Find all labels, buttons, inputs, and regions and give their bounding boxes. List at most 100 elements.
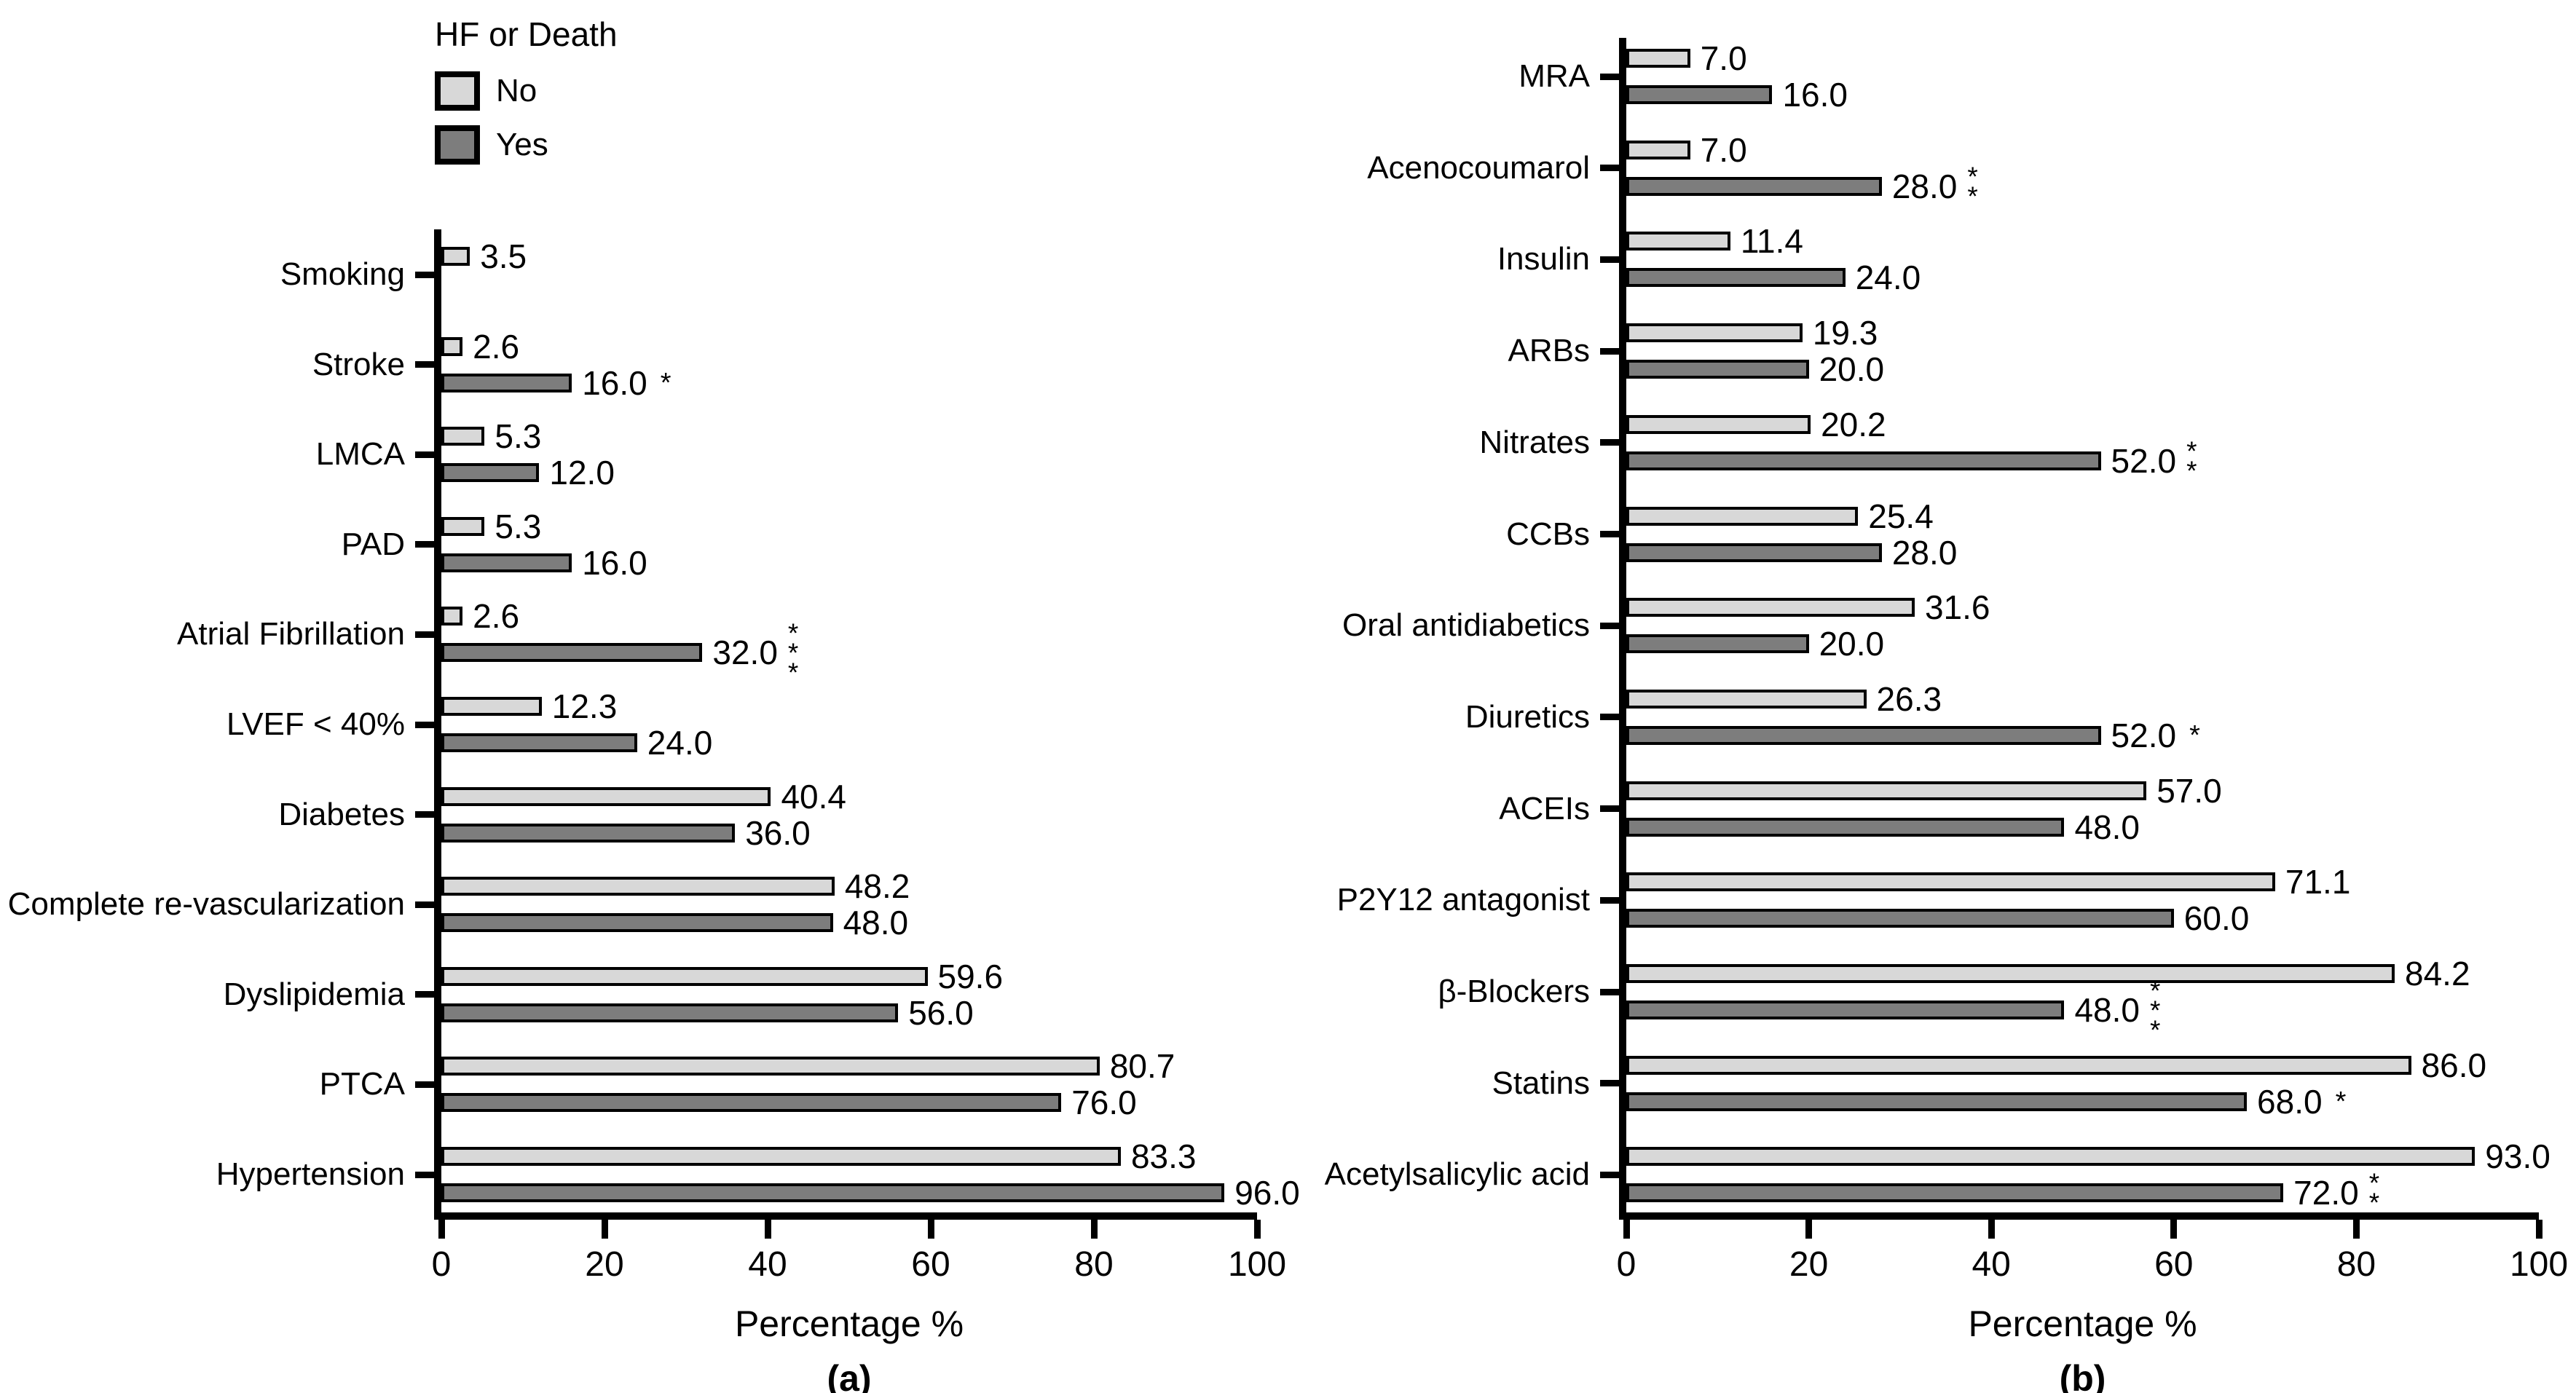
y-axis-tick — [1600, 622, 1619, 629]
x-axis-tick-label: 80 — [2336, 1245, 2376, 1284]
value-label-no: 71.1 — [2285, 863, 2351, 901]
bar-no — [1626, 1147, 2475, 1167]
category-label: Diuretics — [1465, 698, 1590, 735]
y-axis-tick — [415, 721, 434, 728]
bar-no — [1626, 598, 1915, 617]
category-label: Atrial Fibrillation — [177, 616, 405, 652]
bar-no — [1626, 689, 1867, 709]
y-axis-tick — [415, 901, 434, 908]
bar-no — [1626, 872, 2275, 892]
y-axis-tick — [1600, 896, 1619, 904]
y-axis-tick — [415, 631, 434, 638]
bar-no — [441, 786, 771, 806]
value-label-no: 48.2 — [844, 867, 910, 906]
x-axis-tick-label: 80 — [1074, 1245, 1114, 1284]
value-label-no: 31.6 — [1924, 588, 1990, 627]
value-label-yes: 48.0 — [843, 904, 909, 942]
bar-no — [1626, 781, 2147, 800]
legend: HF or Death No Yes — [435, 16, 618, 179]
x-axis-line — [1619, 1212, 2539, 1220]
category-label: Insulin — [1497, 241, 1590, 277]
x-axis-tick-label: 60 — [911, 1245, 950, 1284]
x-axis-tick — [1253, 1220, 1261, 1239]
x-axis-tick-label: 100 — [2509, 1245, 2569, 1284]
bar-yes — [441, 733, 637, 752]
value-label-no: 5.3 — [495, 507, 542, 545]
x-axis-tick — [1988, 1220, 1995, 1239]
category-label: Complete re-vascularization — [7, 886, 405, 923]
value-label-yes: 48.0 * * * — [2074, 975, 2161, 1045]
significance-marker: * * — [2368, 1168, 2380, 1218]
bar-no — [441, 1147, 1121, 1166]
bar-yes — [441, 1183, 1225, 1202]
bar-no — [1626, 323, 1803, 343]
value-label-yes: 16.0 * — [582, 363, 671, 402]
value-label-yes: 52.0 * — [2111, 716, 2200, 754]
value-label-no: 93.0 — [2485, 1137, 2551, 1176]
value-label-no: 2.6 — [473, 597, 520, 636]
category-label: Smoking — [280, 256, 405, 292]
y-axis-line — [1619, 38, 1626, 1212]
category-label: LMCA — [315, 436, 405, 473]
y-axis-tick — [1600, 256, 1619, 263]
y-axis-line — [434, 229, 441, 1212]
value-label-yes: 96.0 — [1234, 1174, 1300, 1212]
y-axis-tick — [415, 1081, 434, 1088]
bar-yes — [1626, 176, 1882, 196]
value-label-yes: 56.0 — [908, 993, 974, 1032]
value-label-no: 57.0 — [2156, 771, 2222, 810]
y-axis-tick — [1600, 165, 1619, 172]
category-label: LVEF < 40% — [227, 706, 405, 742]
panel-letter: (a) — [827, 1358, 872, 1393]
category-label: Diabetes — [278, 796, 405, 832]
significance-marker: * — [660, 367, 671, 398]
category-label: Acenocoumarol — [1367, 149, 1590, 186]
value-label-yes: 36.0 — [745, 813, 811, 852]
bar-yes — [1626, 542, 1882, 562]
bar-no — [441, 516, 485, 536]
significance-marker: * * — [2186, 435, 2197, 486]
significance-marker: * * * — [2149, 975, 2161, 1045]
value-label-no: 59.6 — [937, 957, 1004, 995]
chart-panel-b: 0 20 40 60 80 100 Percentage % (b) MRA 7.0 16.0 Ace… — [1325, 38, 2568, 1393]
value-label-no: 26.3 — [1876, 679, 1942, 718]
value-label-no: 19.3 — [1812, 314, 1878, 352]
category-label: CCBs — [1506, 516, 1590, 552]
value-label-yes: 12.0 — [549, 454, 615, 492]
bar-yes — [441, 553, 572, 572]
category-label: Hypertension — [216, 1156, 405, 1192]
y-axis-tick — [1600, 439, 1619, 446]
value-label-yes: 68.0 * — [2257, 1082, 2347, 1121]
x-axis-tick-label: 40 — [1972, 1245, 2011, 1284]
category-label: Oral antidiabetics — [1342, 607, 1590, 644]
bar-no — [441, 1057, 1100, 1076]
x-axis-line — [434, 1212, 1257, 1220]
value-label-yes: 24.0 — [1855, 259, 1921, 297]
y-axis-tick — [1600, 531, 1619, 537]
value-label-yes: 20.0 — [1819, 350, 1885, 389]
bar-yes — [1626, 725, 2101, 745]
significance-marker: * * — [1967, 161, 1978, 211]
value-label-no: 2.6 — [473, 327, 520, 366]
x-axis-tick — [601, 1220, 608, 1239]
x-axis-tick — [1090, 1220, 1098, 1239]
bar-yes — [441, 643, 703, 663]
value-label-yes: 28.0 * * — [1891, 161, 1978, 211]
value-label-no: 84.2 — [2405, 955, 2470, 993]
bar-no — [441, 336, 463, 356]
category-label: MRA — [1519, 58, 1590, 94]
category-label: Acetylsalicylic acid — [1324, 1156, 1590, 1193]
bar-yes — [1626, 1001, 2065, 1019]
significance-marker: * * * — [787, 617, 799, 687]
value-label-no: 7.0 — [1700, 39, 1747, 77]
category-label: ACEIs — [1499, 790, 1590, 826]
bar-yes — [1626, 268, 1846, 288]
bar-yes — [1626, 360, 1809, 379]
value-label-no: 86.0 — [2421, 1046, 2487, 1084]
value-label-no: 12.3 — [551, 687, 618, 725]
bar-yes — [1626, 451, 2101, 470]
y-axis-tick — [1600, 347, 1619, 355]
value-label-yes: 16.0 — [1782, 76, 1848, 114]
bar-yes — [441, 463, 540, 483]
